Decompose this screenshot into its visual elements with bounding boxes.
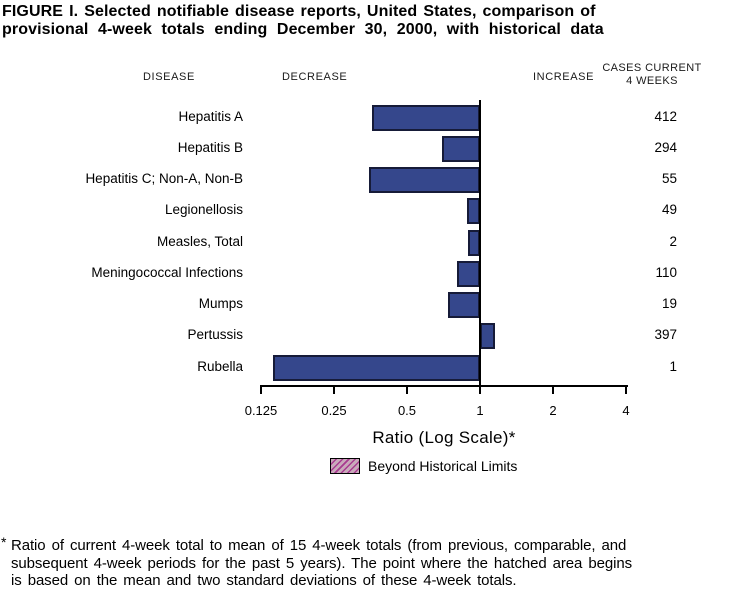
disease-label: Rubella (197, 358, 243, 374)
footnote-asterisk: * (1, 534, 7, 550)
ratio-bar (442, 135, 480, 162)
x-axis-tick (260, 385, 262, 394)
x-axis-tick (552, 385, 554, 394)
ratio-bar (456, 260, 480, 287)
x-axis-tick-label: 0.5 (397, 403, 417, 418)
cases-count: 19 (661, 296, 677, 311)
ratio-bar (372, 104, 480, 131)
footnote-line2: subsequent 4-week periods for the past 5… (11, 554, 632, 572)
ratio-bar (448, 292, 480, 318)
cases-count: 397 (654, 327, 677, 343)
x-axis-tick-label: 4 (622, 403, 630, 418)
cases-count: 49 (661, 202, 677, 218)
cases-count: 1 (669, 358, 677, 374)
x-axis-tick (333, 385, 335, 394)
ratio-bar (466, 198, 480, 225)
x-axis-tick-label: 0.125 (244, 403, 278, 418)
column-header-disease: DISEASE (143, 71, 195, 83)
baseline-reference-line (479, 100, 481, 387)
disease-label: Hepatitis C; Non-A, Non-B (85, 171, 243, 186)
cases-count: 294 (654, 139, 677, 155)
ratio-bar (272, 354, 480, 381)
column-header-increase: INCREASE (533, 71, 595, 83)
figure-title-line2: provisional 4-week totals ending Decembe… (2, 21, 604, 38)
cases-count: 2 (669, 233, 677, 249)
footnote-line3: is based on the mean and two standard de… (11, 572, 517, 589)
footnote: * Ratio of current 4-week total to mean … (0, 534, 748, 590)
column-header-cases-line1: CASES CURRENT (602, 62, 702, 74)
disease-label: Mumps (198, 296, 243, 311)
legend-label: Beyond Historical Limits (368, 458, 518, 474)
figure-title-line1: FIGURE I. Selected notifiable disease re… (2, 3, 596, 20)
disease-label: Hepatitis B (177, 139, 243, 155)
column-header-cases-line2: 4 WEEKS (626, 74, 678, 87)
x-axis-line (261, 385, 628, 387)
x-axis-title: Ratio (Log Scale)* (372, 428, 516, 447)
beyond-historical-limits-swatch (330, 458, 360, 474)
x-axis-tick (479, 385, 481, 394)
x-axis-tick (406, 385, 408, 394)
ratio-bar (369, 167, 480, 193)
disease-label: Legionellosis (164, 202, 243, 218)
cases-count: 110 (655, 264, 677, 280)
x-axis-tick-label: 0.25 (321, 403, 347, 418)
disease-label: Hepatitis A (178, 108, 243, 124)
ratio-bar (467, 229, 480, 256)
footnote-line1: Ratio of current 4-week total to mean of… (11, 537, 627, 554)
x-axis-tick-label: 2 (549, 403, 557, 418)
column-header-decrease: DECREASE (282, 71, 348, 83)
disease-label: Measles, Total (156, 233, 243, 249)
cases-count: 55 (661, 171, 677, 186)
disease-label: Pertussis (187, 327, 243, 343)
cases-count: 412 (654, 108, 677, 124)
x-axis-tick-label: 1 (476, 403, 484, 418)
ratio-bar (480, 323, 495, 350)
disease-label: Meningococcal Infections (91, 264, 243, 280)
x-axis-tick (625, 385, 627, 394)
column-header-cases-current: CASES CURRENT 4 WEEKS (596, 62, 708, 87)
